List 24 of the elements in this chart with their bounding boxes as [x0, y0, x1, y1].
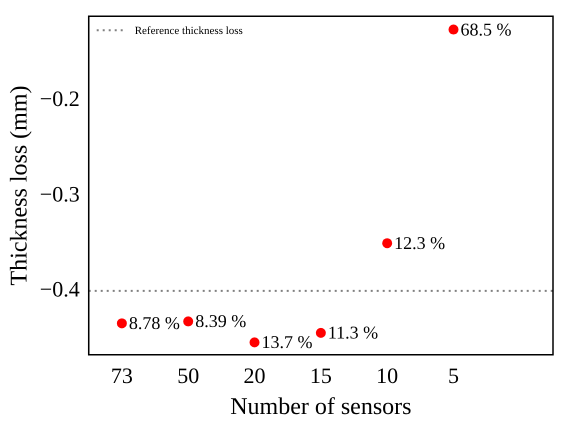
- x-tick-label: 73: [110, 362, 133, 388]
- y-tick-label: −0.2: [40, 86, 80, 111]
- legend-label: Reference thickness loss: [134, 25, 243, 38]
- point: [316, 328, 326, 338]
- x-axis-title: Number of sensors: [230, 394, 412, 420]
- y-tick-label: −0.3: [40, 181, 80, 206]
- y-tick-label: −0.4: [40, 276, 80, 302]
- x-tick-label: 20: [244, 362, 266, 388]
- x-tick-label: 50: [177, 362, 200, 388]
- x-tick-label: 5: [448, 362, 460, 388]
- point: [183, 316, 194, 326]
- point: [448, 24, 459, 35]
- point: [382, 238, 392, 248]
- x-tick-label: 10: [376, 362, 398, 388]
- annotation: 11.3 %: [328, 322, 378, 343]
- annotation: 13.7 %: [262, 332, 313, 352]
- x-tick-label: 15: [310, 362, 332, 388]
- point: [250, 337, 260, 348]
- annotation: 8.78 %: [128, 313, 180, 334]
- annotation: 8.39 %: [195, 311, 246, 332]
- annotation: 68.5 %: [460, 19, 512, 40]
- annotation: 12.3 %: [394, 232, 446, 253]
- y-axis-title: Thickness loss (mm): [6, 86, 33, 286]
- point: [116, 318, 127, 328]
